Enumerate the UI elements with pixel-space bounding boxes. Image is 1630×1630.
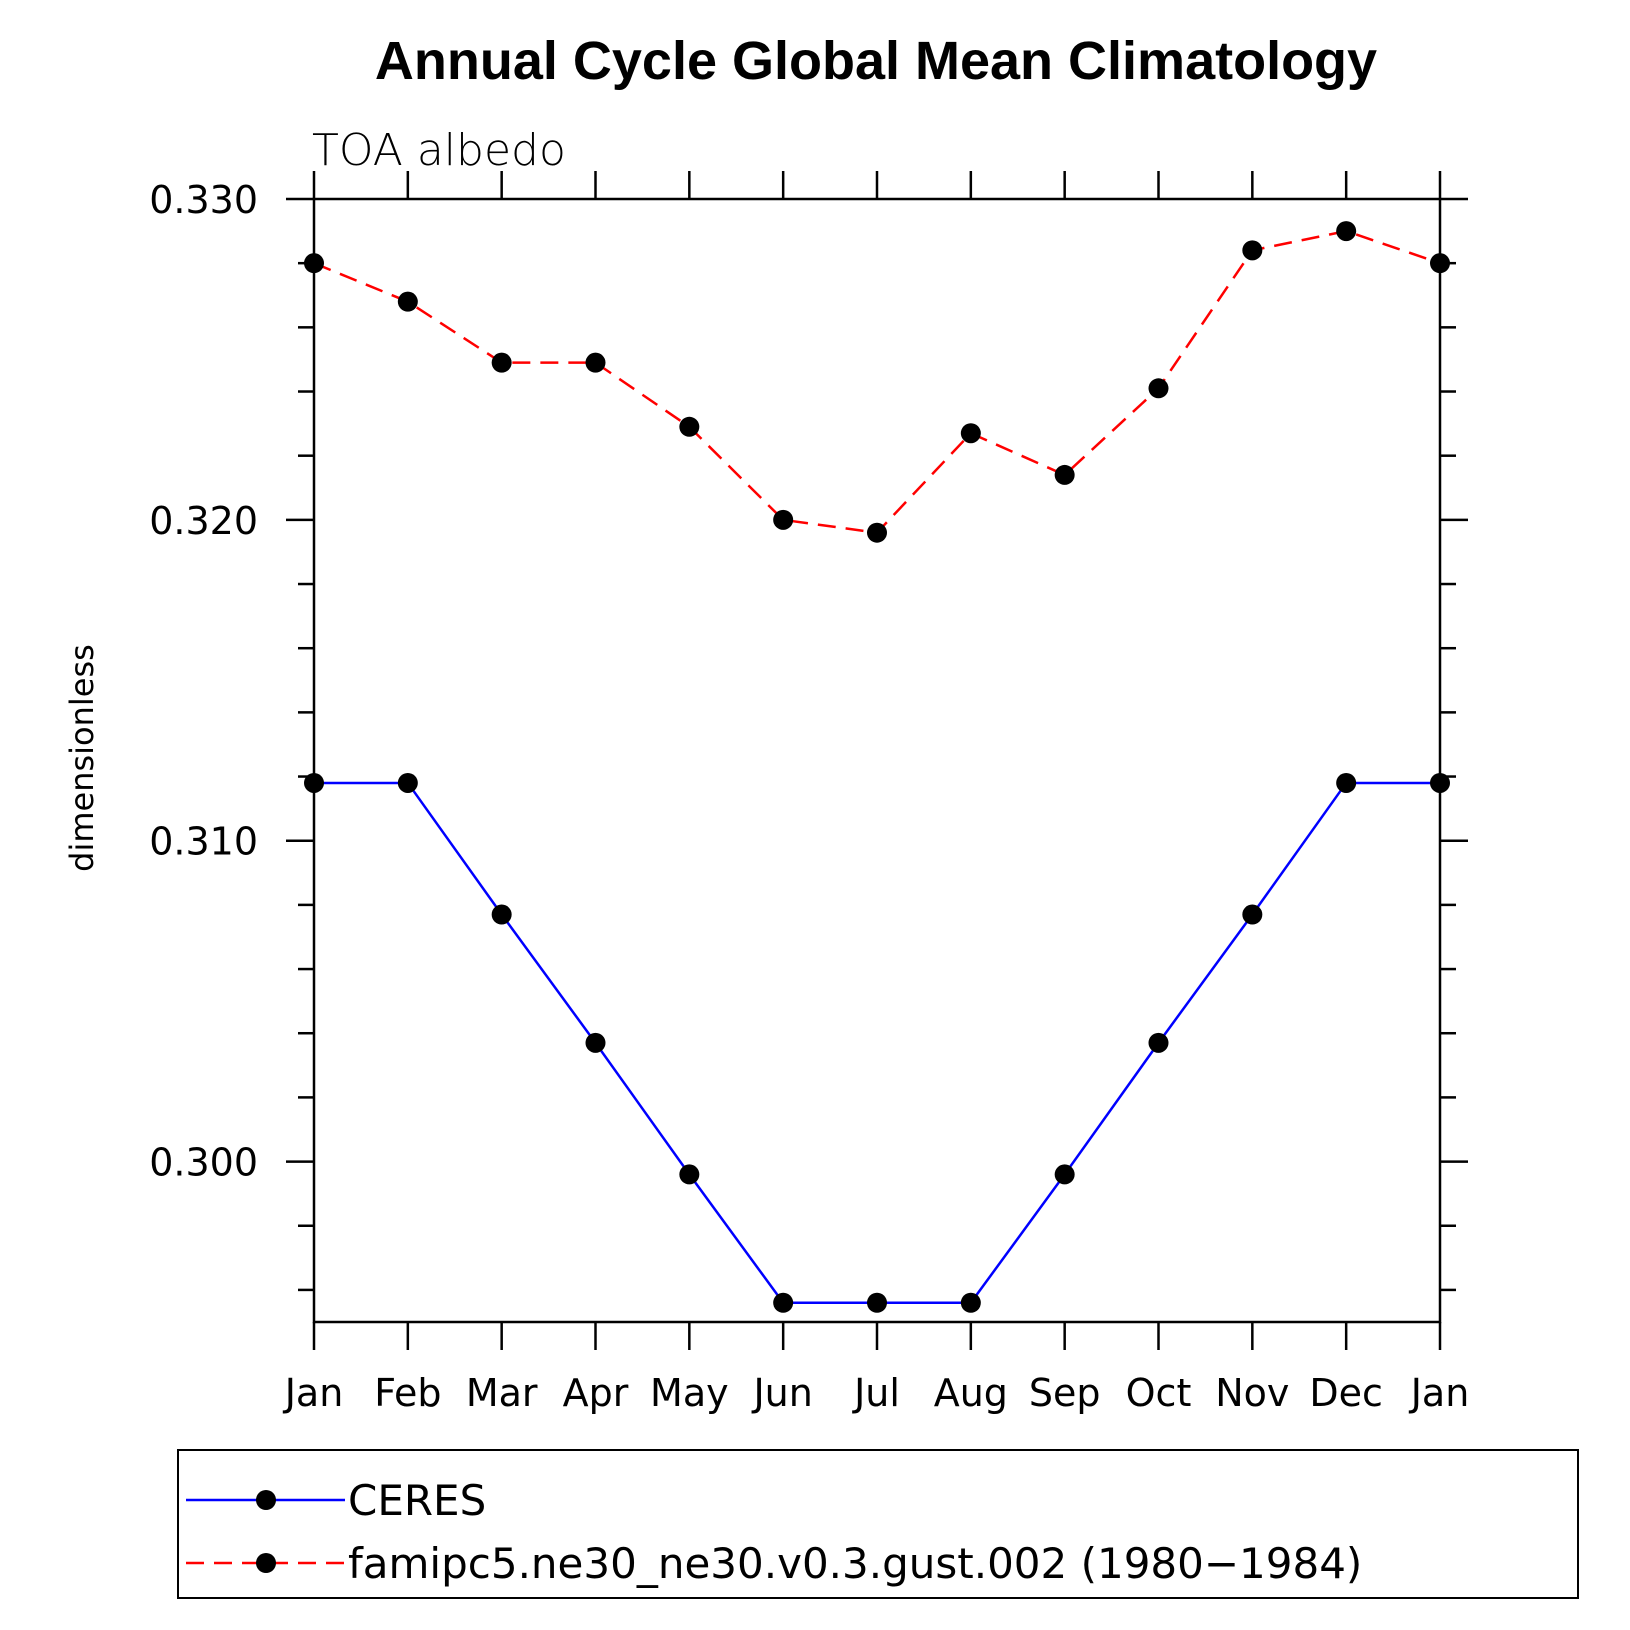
series-line (314, 781, 1440, 1304)
data-point (1054, 464, 1075, 485)
data-point (491, 904, 512, 925)
y-tick-label: 0.320 (149, 499, 258, 543)
series-1 (304, 772, 1450, 1313)
x-tick-label: Feb (374, 1371, 441, 1415)
data-point (773, 509, 794, 530)
legend-marker (256, 1553, 276, 1573)
y-tick-label: 0.330 (149, 178, 258, 222)
plot-axes: Jan Feb Mar Apr May Jun Jul Aug Sep Oct Nov Dec Jan 0… (149, 171, 1469, 1415)
data-point (679, 416, 700, 437)
data-point (491, 352, 512, 373)
legend: CERES famipc5.ne30_ne30.v0.3.gust.002 (19… (177, 1449, 1579, 1599)
data-point (397, 772, 418, 793)
x-tick-label: Oct (1126, 1371, 1192, 1415)
x-tick-label: Jul (852, 1371, 900, 1415)
series-layer (304, 221, 1450, 1313)
x-tick-label: Nov (1215, 1371, 1289, 1415)
plot-frame (312, 197, 1442, 1324)
x-tick-label: Aug (934, 1371, 1008, 1415)
data-point (1430, 253, 1450, 274)
y-tick-label: 0.310 (149, 820, 258, 864)
data-point (960, 1292, 981, 1313)
data-point (1054, 1164, 1075, 1185)
legend-box (177, 1449, 1579, 1599)
data-point (304, 253, 324, 274)
x-tick-label: Jan (1409, 1371, 1470, 1415)
data-point (867, 522, 887, 543)
data-point (773, 1292, 794, 1313)
x-tick-label: Apr (563, 1371, 629, 1415)
x-tick-label: May (650, 1371, 729, 1415)
data-point (585, 1032, 606, 1053)
legend-entry: famipc5.ne30_ne30.v0.3.gust.002 (1980−19… (348, 1539, 1362, 1588)
data-point (1336, 221, 1357, 242)
chart-title: Annual Cycle Global Mean Climatology (375, 31, 1377, 91)
x-tick-label: Jun (751, 1371, 812, 1415)
data-point (1148, 378, 1169, 399)
data-point (1148, 1032, 1169, 1053)
data-point (1242, 904, 1263, 925)
data-point (304, 772, 324, 793)
data-point (397, 291, 418, 312)
legend-entry: CERES (348, 1476, 486, 1525)
data-point (867, 1292, 887, 1313)
data-point (585, 352, 606, 373)
legend-marker (256, 1490, 276, 1510)
y-axis-label: dimensionless (63, 644, 101, 872)
data-point (1430, 772, 1450, 793)
data-point (960, 423, 981, 444)
x-tick-label: Mar (466, 1371, 538, 1415)
y-tick-label: 0.300 (149, 1141, 258, 1185)
data-point (1336, 772, 1357, 793)
data-point (679, 1164, 700, 1185)
series-2 (304, 221, 1450, 543)
data-point (1242, 240, 1263, 261)
x-tick-label: Dec (1309, 1371, 1383, 1415)
series-line (313, 229, 1441, 535)
x-tick-label: Jan (283, 1371, 344, 1415)
chart-subtitle: TOA albedo (312, 125, 566, 176)
x-tick-label: Sep (1029, 1371, 1101, 1415)
